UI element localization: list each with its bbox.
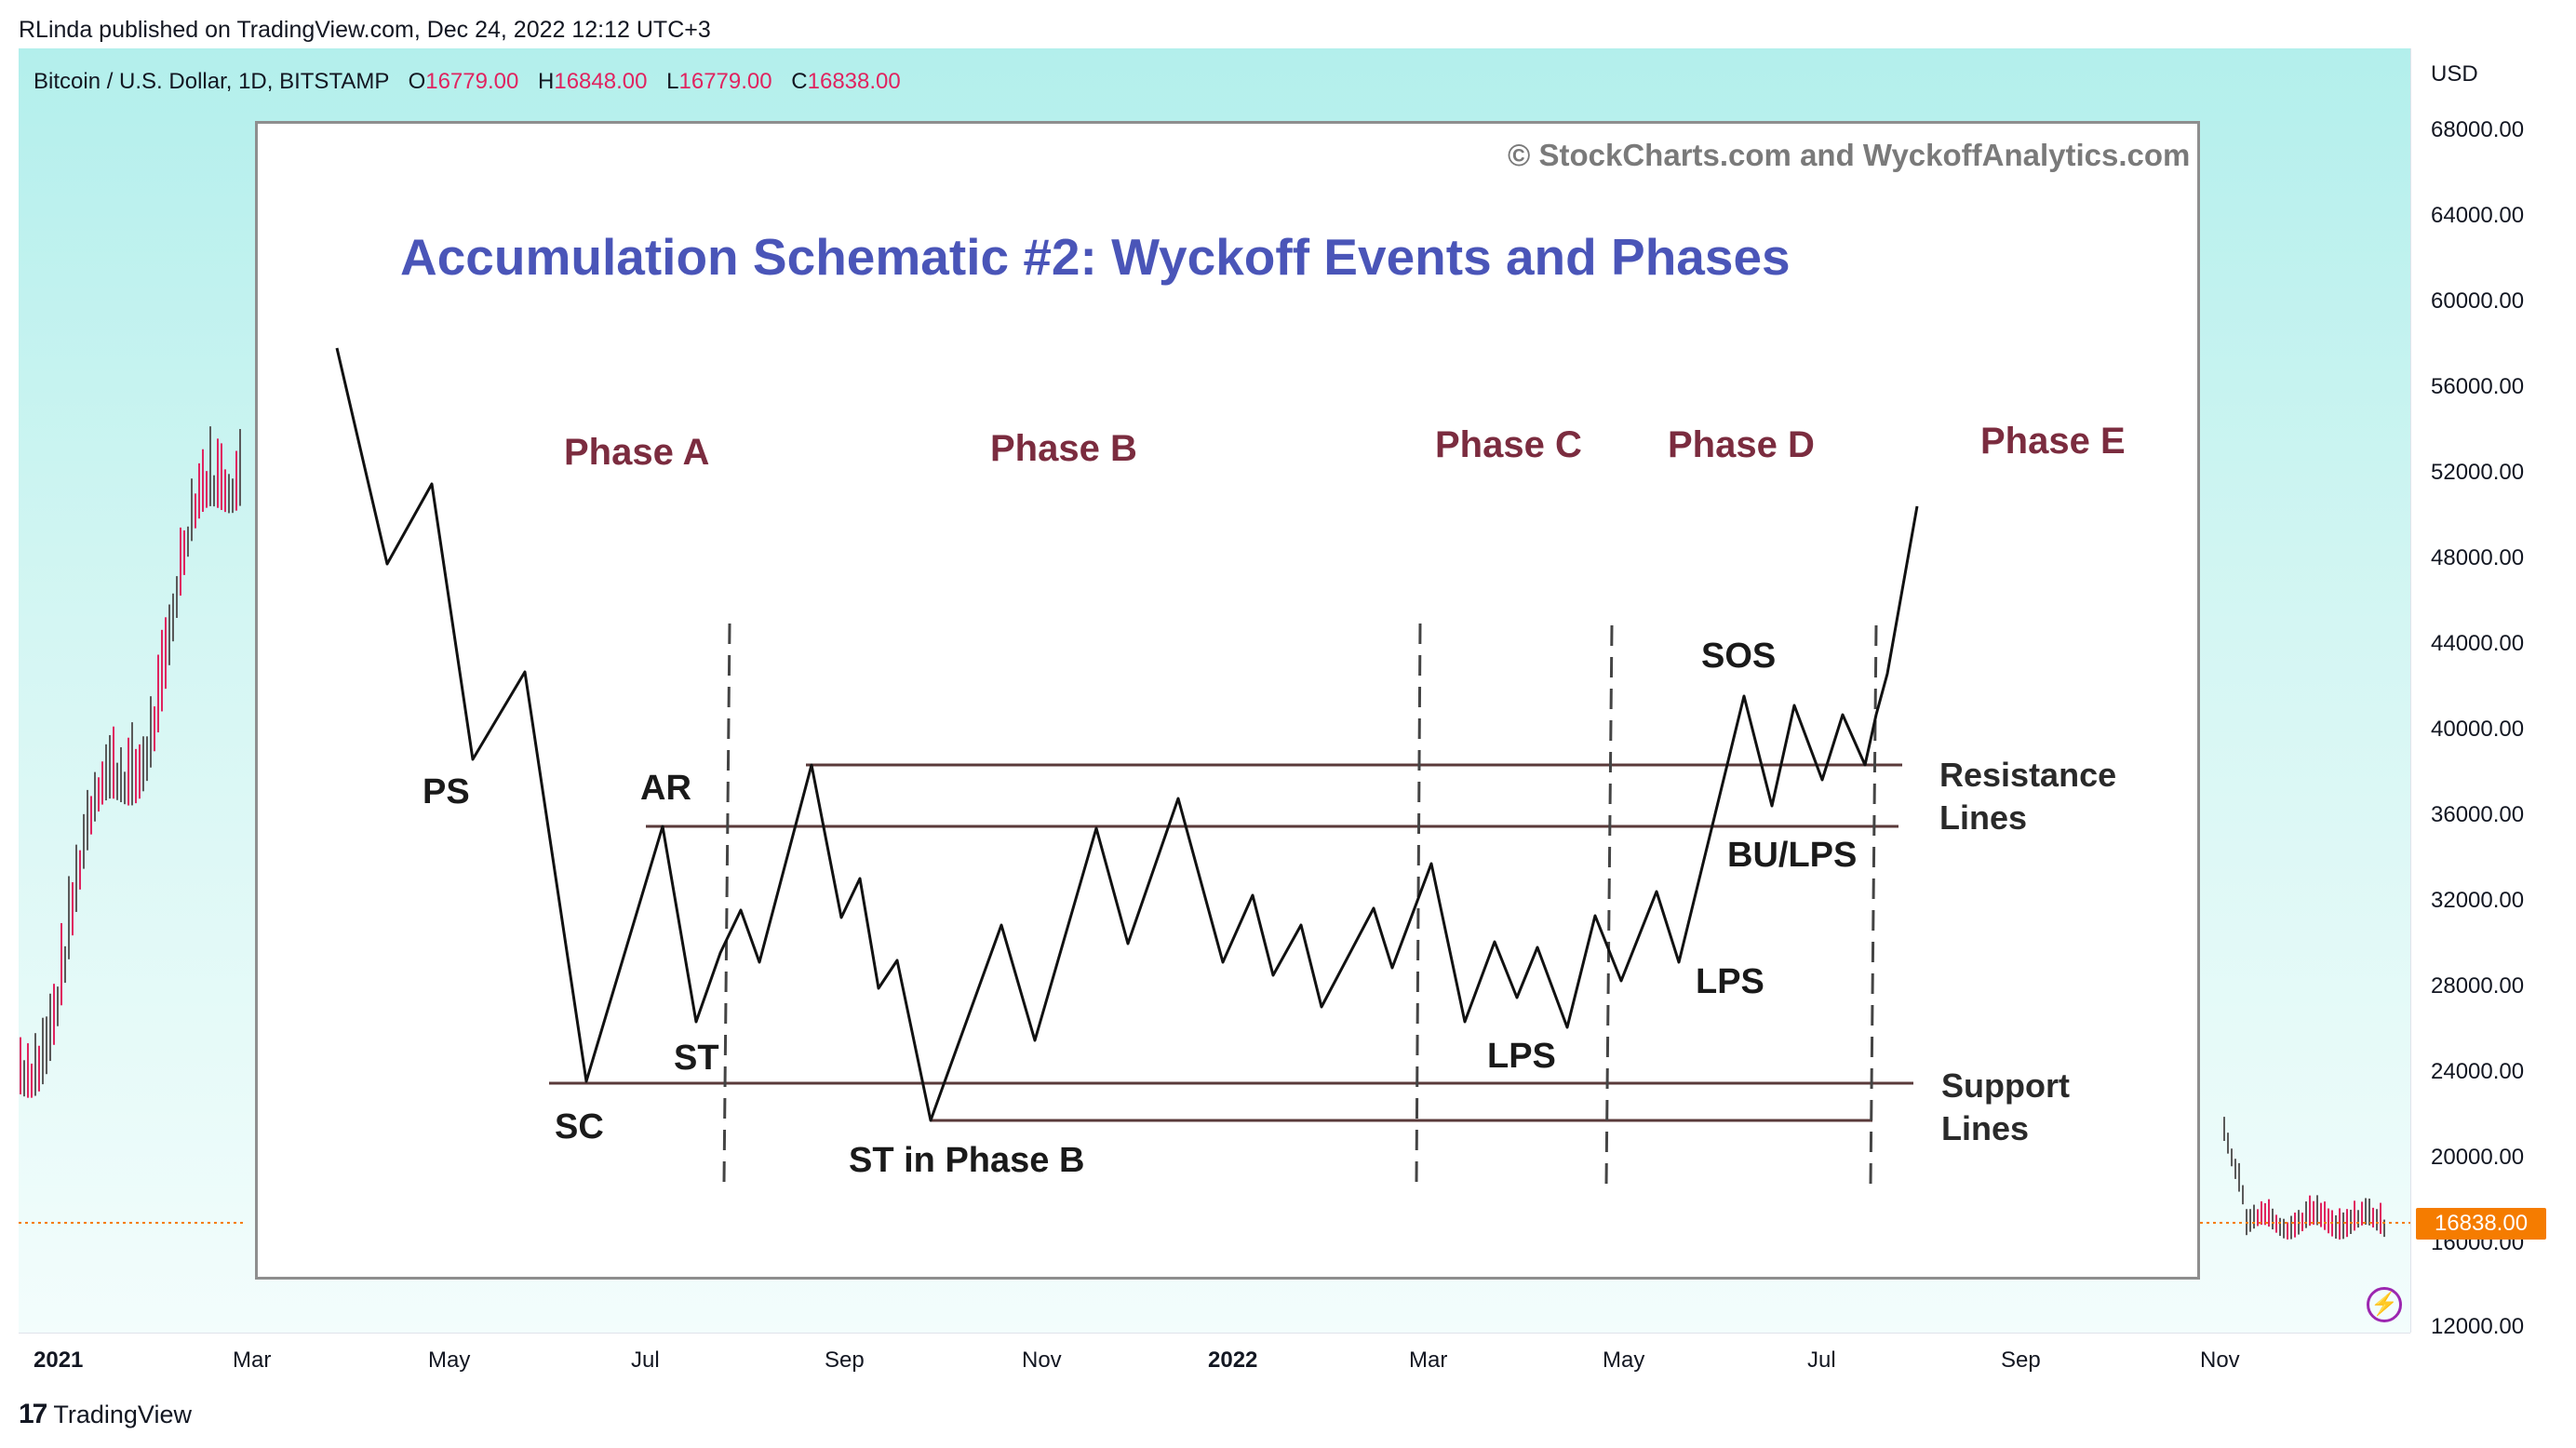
tradingview-footer[interactable]: 17 TradingView <box>19 1399 192 1430</box>
time-label: 2021 <box>34 1347 84 1373</box>
time-label: Sep <box>2001 1347 2041 1373</box>
support-lines-label: Support Lines <box>1941 1065 2070 1150</box>
time-label: 2022 <box>1208 1347 1258 1373</box>
event-lps-c: LPS <box>1487 1037 1556 1076</box>
price-label: 40000.00 <box>2431 717 2525 742</box>
phase-divider <box>722 623 731 1183</box>
phase-b-label: Phase B <box>990 428 1137 469</box>
price-axis[interactable] <box>2410 48 2558 1333</box>
event-sc: SC <box>555 1107 604 1146</box>
resistance-label-line2: Lines <box>1939 798 2028 837</box>
time-label: Nov <box>1022 1347 1062 1373</box>
price-path <box>335 347 1919 1122</box>
last-price-tag: 16838.00 <box>2416 1208 2546 1240</box>
close-key: C <box>791 69 808 94</box>
open-value: 16779.00 <box>425 69 519 94</box>
time-label: Nov <box>2200 1347 2240 1373</box>
phase-a-label: Phase A <box>564 432 710 473</box>
price-label: 48000.00 <box>2431 545 2525 570</box>
time-label: Mar <box>1409 1347 1448 1373</box>
brand-name: TradingView <box>53 1401 192 1428</box>
price-label: 68000.00 <box>2431 117 2525 142</box>
event-st-phase-b: ST in Phase B <box>849 1141 1085 1180</box>
tradingview-logo-icon: 17 <box>19 1399 47 1429</box>
phase-c-label: Phase C <box>1435 424 1582 465</box>
support-label-line1: Support <box>1941 1066 2070 1105</box>
time-label: Jul <box>1807 1347 1836 1373</box>
symbol-name: Bitcoin / U.S. Dollar, 1D, BITSTAMP <box>34 69 389 94</box>
close-value: 16838.00 <box>807 69 901 94</box>
low-value: 16779.00 <box>678 69 772 94</box>
time-label: Sep <box>825 1347 865 1373</box>
price-label: 20000.00 <box>2431 1145 2525 1170</box>
currency-label: USD <box>2431 61 2478 87</box>
price-label: 60000.00 <box>2431 288 2525 314</box>
time-label: Mar <box>233 1347 272 1373</box>
price-label: 36000.00 <box>2431 802 2525 827</box>
price-label: 44000.00 <box>2431 631 2525 656</box>
low-key: L <box>666 69 679 94</box>
copyright-notice: © StockCharts.com and WyckoffAnalytics.c… <box>1508 138 2191 172</box>
time-label: May <box>1603 1347 1645 1373</box>
phase-d-label: Phase D <box>1668 424 1815 465</box>
event-sos: SOS <box>1701 637 1777 676</box>
event-ar: AR <box>640 769 691 808</box>
price-label: 56000.00 <box>2431 374 2525 399</box>
lightning-icon[interactable]: ⚡ <box>2367 1287 2402 1322</box>
time-label: May <box>428 1347 471 1373</box>
schematic-title: Accumulation Schematic #2: Wyckoff Event… <box>400 228 1791 286</box>
price-label: 12000.00 <box>2431 1314 2525 1339</box>
time-label: Jul <box>631 1347 660 1373</box>
open-key: O <box>408 69 426 94</box>
price-label: 24000.00 <box>2431 1059 2525 1084</box>
phase-e-label: Phase E <box>1980 421 2126 462</box>
symbol-legend[interactable]: Bitcoin / U.S. Dollar, 1D, BITSTAMP O167… <box>34 69 901 95</box>
event-bu-lps: BU/LPS <box>1727 836 1858 875</box>
publisher-line: RLinda published on TradingView.com, Dec… <box>19 17 711 43</box>
phase-divider <box>1604 624 1614 1187</box>
event-ps: PS <box>423 772 470 811</box>
resistance-label-line1: Resistance <box>1939 756 2117 794</box>
event-lps-d: LPS <box>1696 962 1764 1001</box>
high-key: H <box>538 69 555 94</box>
price-label: 32000.00 <box>2431 888 2525 913</box>
time-axis[interactable] <box>19 1333 2410 1380</box>
price-label: 28000.00 <box>2431 973 2525 999</box>
resistance-lines-label: Resistance Lines <box>1939 754 2116 839</box>
phase-divider <box>1869 624 1878 1187</box>
price-label: 52000.00 <box>2431 460 2525 485</box>
high-value: 16848.00 <box>554 69 648 94</box>
support-label-line2: Lines <box>1941 1109 2030 1147</box>
event-st: ST <box>674 1039 719 1078</box>
price-label: 64000.00 <box>2431 203 2525 228</box>
